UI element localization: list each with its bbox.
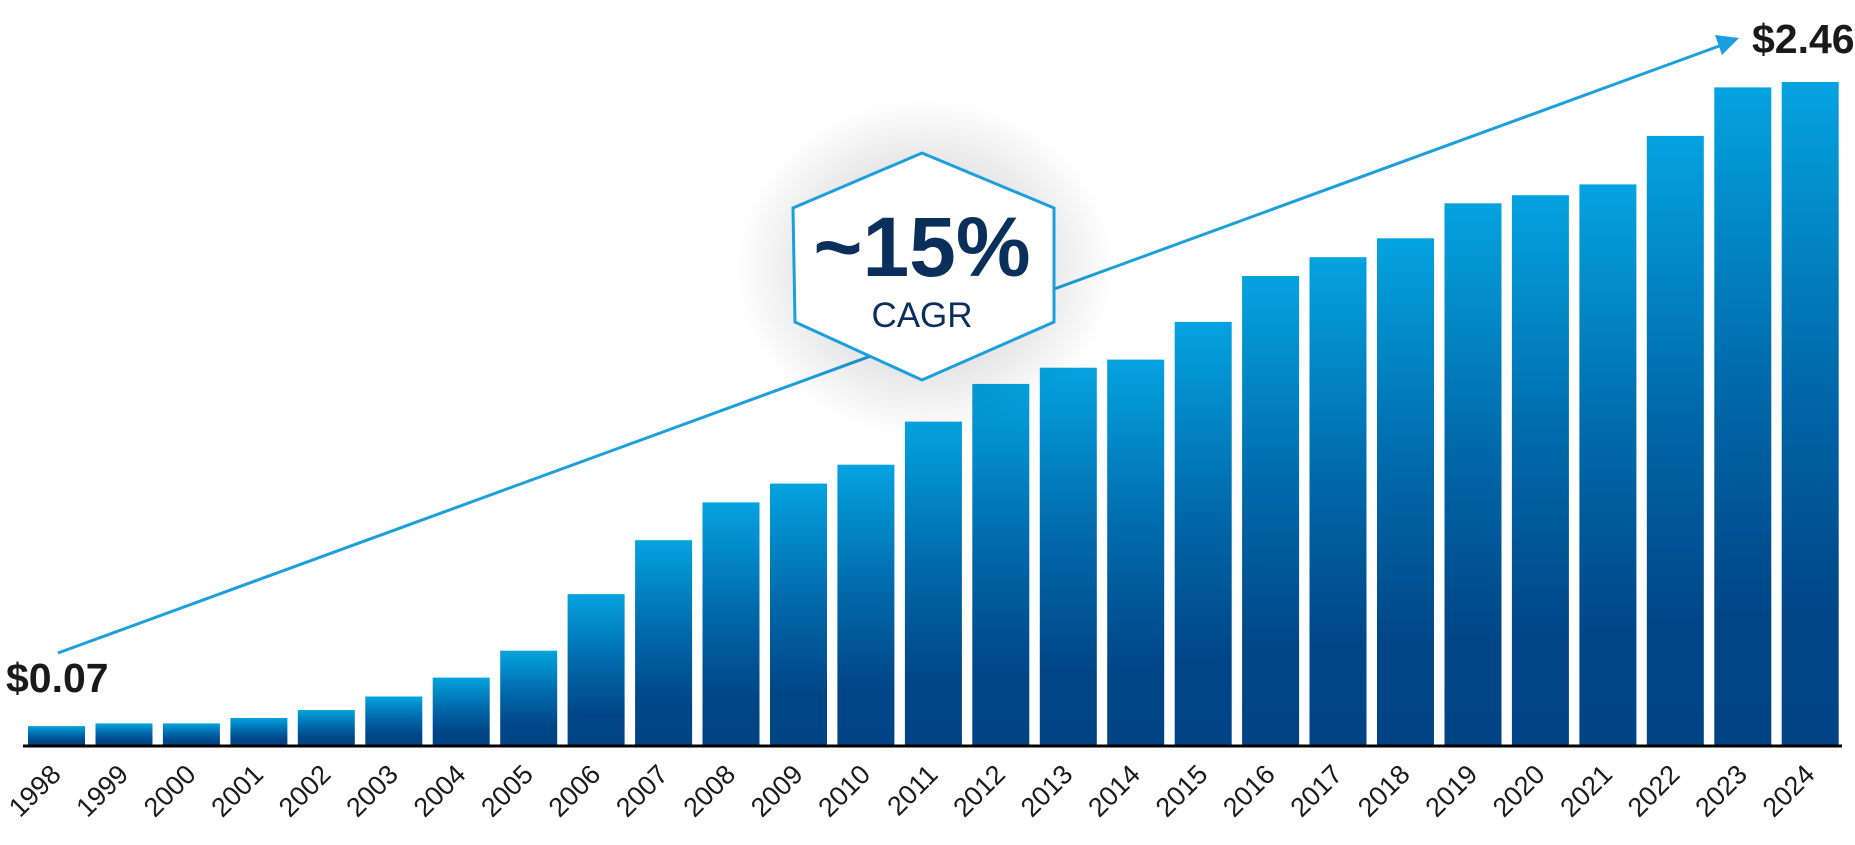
bar-2010 <box>837 464 895 745</box>
bar-1999 <box>95 723 153 745</box>
x-tick-label: 2004 <box>408 759 472 823</box>
cagr-value: ~15% <box>813 200 1030 294</box>
bar-2009 <box>770 483 827 745</box>
cagr-label: CAGR <box>871 296 972 335</box>
bar-2014 <box>1107 359 1165 745</box>
x-tick-label: 1999 <box>70 759 134 823</box>
bar-2021 <box>1579 184 1637 745</box>
bar-2019 <box>1444 203 1502 746</box>
bar-2002 <box>297 710 355 745</box>
x-tick-label: 2014 <box>1082 759 1146 823</box>
bar-2001 <box>230 718 288 745</box>
x-tick-label: 2023 <box>1689 759 1753 823</box>
bar-2007 <box>635 540 693 745</box>
bars-group <box>28 82 1839 746</box>
bar-2015 <box>1174 321 1232 745</box>
bar-2024 <box>1781 82 1839 745</box>
start-value-label: $0.07 <box>6 655 109 701</box>
x-tick-label: 2020 <box>1487 759 1551 823</box>
x-tick-label: 2001 <box>205 759 269 823</box>
x-tick-label: 2003 <box>340 759 404 823</box>
x-tick-label: 2006 <box>543 759 607 823</box>
bar-2023 <box>1714 87 1772 745</box>
x-tick-label: 2010 <box>812 759 876 823</box>
x-tick-label: 2016 <box>1217 759 1281 823</box>
arrow-head-icon <box>1715 35 1739 55</box>
x-axis-labels: 1998 1999 2000 2001 2002 2003 2004 2005 2006 2007… <box>3 759 1820 823</box>
x-tick-label: 2015 <box>1150 759 1214 823</box>
x-tick-label: 1998 <box>3 759 67 823</box>
end-value-label: $2.46 <box>1752 16 1855 62</box>
bar-2012 <box>972 383 1030 745</box>
x-tick-label: 2024 <box>1757 759 1821 823</box>
bar-2004 <box>432 677 490 745</box>
x-tick-label: 2011 <box>881 759 943 821</box>
cagr-hexagon <box>791 151 1056 382</box>
bar-2020 <box>1511 195 1569 745</box>
x-tick-label: 2002 <box>273 759 337 823</box>
x-tick-label: 2007 <box>610 759 674 823</box>
bar-2011 <box>904 421 962 745</box>
x-tick-label: 2018 <box>1352 759 1416 823</box>
bar-2016 <box>1242 276 1300 745</box>
x-tick-label: 2022 <box>1622 759 1686 823</box>
bar-1998 <box>28 726 85 745</box>
bar-2006 <box>567 594 625 745</box>
x-tick-label: 2008 <box>678 759 742 823</box>
x-tick-label: 2012 <box>947 759 1011 823</box>
bar-2022 <box>1646 135 1704 745</box>
bar-2008 <box>702 502 760 745</box>
x-tick-label: 2009 <box>745 759 809 823</box>
x-tick-label: 2019 <box>1420 759 1484 823</box>
x-tick-label: 2005 <box>475 759 539 823</box>
bar-2013 <box>1039 367 1097 745</box>
bar-2017 <box>1309 257 1367 745</box>
x-tick-label: 2000 <box>138 759 202 823</box>
x-tick-label: 2017 <box>1285 759 1349 823</box>
bar-2018 <box>1377 238 1434 746</box>
x-tick-label: 2021 <box>1554 759 1618 823</box>
bar-2000 <box>162 723 220 745</box>
bar-2003 <box>365 696 423 745</box>
bar-2005 <box>500 650 558 745</box>
x-tick-label: 2013 <box>1015 759 1079 823</box>
